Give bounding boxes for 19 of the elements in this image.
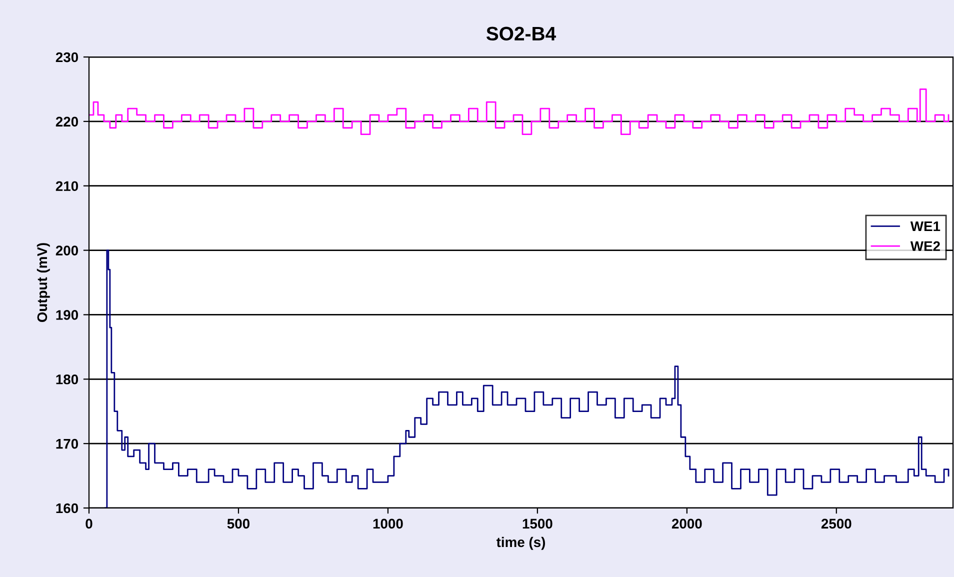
legend-label: WE1	[910, 221, 940, 232]
legend-label: WE2	[910, 241, 940, 251]
chart-title: SO2-B4	[486, 26, 556, 41]
y-tick-label: 230	[56, 52, 78, 62]
x-tick-label: 1500	[522, 518, 552, 529]
x-tick-label: 2500	[821, 518, 852, 529]
x-tick-label: 500	[227, 518, 250, 529]
y-axis-title: Output (mV)	[36, 243, 50, 322]
y-tick-label: 160	[56, 503, 78, 514]
y-tick-label: 220	[56, 116, 78, 127]
x-axis-title: time (s)	[496, 536, 546, 550]
x-tick-label: 2000	[672, 518, 702, 529]
y-tick-label: 170	[56, 438, 78, 449]
y-tick-label: 190	[56, 310, 78, 320]
y-tick-label: 180	[56, 374, 78, 384]
x-tick-label: 1000	[373, 518, 403, 529]
x-tick-label: 0	[86, 518, 92, 529]
y-tick-label: 210	[56, 181, 78, 192]
y-tick-label: 200	[56, 246, 78, 256]
